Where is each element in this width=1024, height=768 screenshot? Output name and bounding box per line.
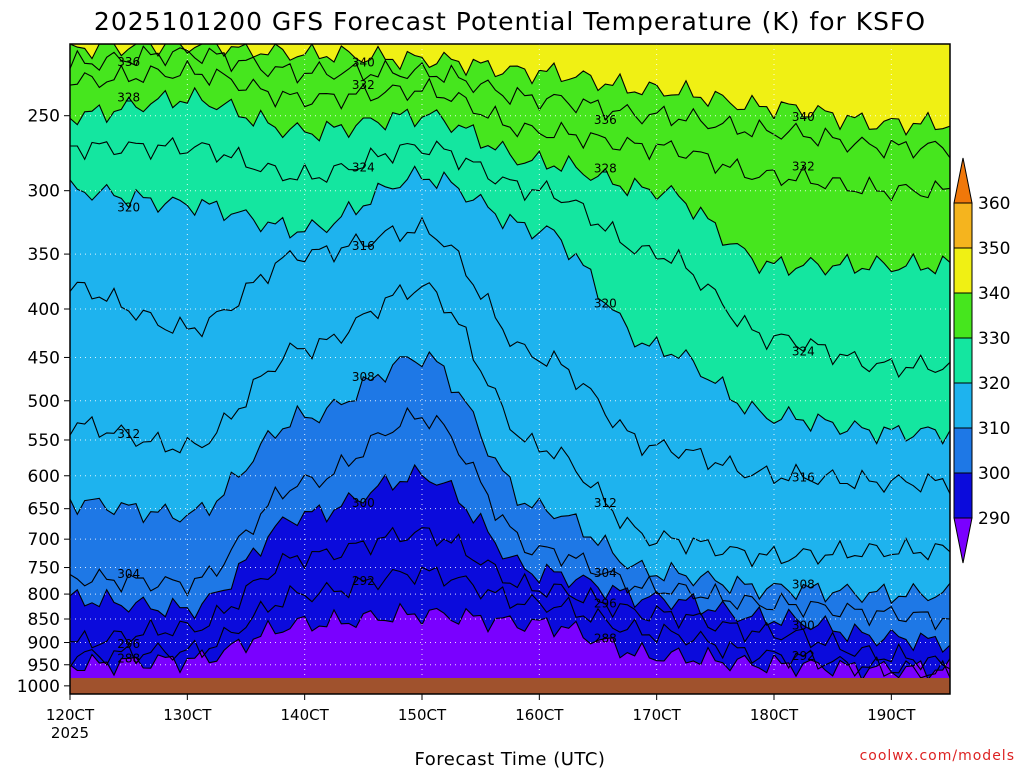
contour-label: 288 <box>594 632 617 646</box>
y-tick-label: 850 <box>28 610 60 630</box>
x-tick-label: 140CT <box>281 706 330 724</box>
isentrope-line <box>70 216 950 494</box>
x-axis: 120CT 130CT 140CT 150CT 160CT 170CT 180CT 190CT <box>46 694 916 724</box>
isentrope-line <box>70 566 950 679</box>
isentrope-line <box>70 463 950 654</box>
colorbar-tick-label: 340 <box>978 284 1010 304</box>
contour-label: 300 <box>352 496 375 510</box>
isentrope-line <box>70 165 950 445</box>
y-tick-label: 250 <box>28 107 60 127</box>
plot-frame <box>69 43 951 695</box>
contour-label: 340 <box>352 56 375 70</box>
contour-label: 332 <box>792 160 815 174</box>
y-tick-label: 450 <box>28 348 60 368</box>
contour-label: 304 <box>117 567 140 581</box>
colorbar-segment <box>953 292 973 339</box>
contour-label: 308 <box>352 370 375 384</box>
year-label: 2025 <box>51 724 89 742</box>
colorbar-segment <box>953 247 973 294</box>
colorbar-segment <box>953 202 973 249</box>
y-tick-label: 1000 <box>17 677 60 697</box>
x-tick-label: 160CT <box>515 706 564 724</box>
colorbar-segment <box>953 472 973 519</box>
theta-band <box>70 44 950 135</box>
isentrope-line <box>70 44 950 136</box>
isentrope-line <box>70 45 950 159</box>
contour-label: 292 <box>792 649 815 663</box>
colorbar-tick-label: 330 <box>978 329 1010 349</box>
isentrope-line <box>70 282 950 568</box>
grid-lines <box>70 44 950 694</box>
ground-bar <box>70 678 950 694</box>
isentrope-line <box>70 602 950 682</box>
contour-label: 312 <box>594 496 617 510</box>
colorbar-extend-top <box>953 157 973 204</box>
isentrope-line <box>70 406 950 631</box>
y-tick-label: 500 <box>28 392 60 412</box>
colorbar-tick-label: 310 <box>978 419 1010 439</box>
contour-label: 320 <box>594 296 617 310</box>
y-tick-label: 950 <box>28 656 60 676</box>
contour-lines <box>70 44 950 682</box>
y-tick-label: 650 <box>28 500 60 520</box>
colorbar-tick-label: 320 <box>978 374 1010 394</box>
contour-label: 316 <box>352 239 375 253</box>
contour-label: 308 <box>792 578 815 592</box>
contour-label: 324 <box>352 161 375 175</box>
contour-label: 304 <box>594 566 617 580</box>
y-tick-label: 300 <box>28 182 60 202</box>
isentrope-line <box>70 59 950 202</box>
contour-label: 340 <box>792 110 815 124</box>
chart-title: 2025101200 GFS Forecast Potential Temper… <box>94 7 926 36</box>
colorbar: 360 350 340 330 320 310 300 290 <box>953 157 1010 564</box>
x-tick-label: 190CT <box>867 706 916 724</box>
contour-label: 336 <box>594 113 617 127</box>
isentrope-line <box>70 526 950 671</box>
isentrope-line <box>70 350 950 605</box>
plot-area: 288 288 292 292 296 296 300 300 304 304 308 308 312 3… <box>70 44 950 694</box>
isentrope-line <box>70 136 950 378</box>
colorbar-tick-label: 360 <box>978 194 1010 214</box>
contour-label: 296 <box>117 637 140 651</box>
x-tick-label: 170CT <box>633 706 682 724</box>
colorbar-segment <box>953 382 973 429</box>
y-tick-label: 700 <box>28 530 60 550</box>
x-tick-label: 150CT <box>398 706 447 724</box>
contour-label: 292 <box>352 574 375 588</box>
colorbar-segment <box>953 337 973 384</box>
y-tick-label: 400 <box>28 300 60 320</box>
contour-label: 324 <box>792 344 815 358</box>
colorbar-tick-label: 300 <box>978 464 1010 484</box>
colorbar-tick-label: 290 <box>978 509 1010 529</box>
contour-label: 300 <box>792 618 815 632</box>
y-tick-label: 350 <box>28 245 60 265</box>
contour-label: 332 <box>352 78 375 92</box>
x-tick-label: 130CT <box>163 706 212 724</box>
theta-bands <box>70 44 950 694</box>
y-tick-label: 900 <box>28 634 60 654</box>
y-tick-label: 550 <box>28 431 60 451</box>
y-tick-label: 600 <box>28 467 60 487</box>
credit-link[interactable]: coolwx.com/models <box>860 748 1015 764</box>
contour-label: 288 <box>117 651 140 665</box>
x-tick-label: 120CT <box>46 706 95 724</box>
contour-label: 312 <box>117 427 140 441</box>
colorbar-tick-label: 350 <box>978 239 1010 259</box>
contour-label: 328 <box>117 90 140 104</box>
y-tick-label: 750 <box>28 559 60 579</box>
isentrope-line <box>70 86 950 277</box>
colorbar-extend-bottom <box>953 517 973 564</box>
contour-labels: 288 288 292 292 296 296 300 300 304 304 308 308 312 3… <box>117 55 815 665</box>
colorbar-segment <box>953 427 973 474</box>
contour-label: 320 <box>117 200 140 214</box>
y-axis: 250 300 350 400 450 500 550 600 650 700 750 800 850 9… <box>17 107 70 697</box>
x-axis-title: Forecast Time (UTC) <box>415 749 606 768</box>
contour-label: 328 <box>594 162 617 176</box>
y-tick-label: 800 <box>28 585 60 605</box>
contour-label: 296 <box>594 596 617 610</box>
x-tick-label: 180CT <box>750 706 799 724</box>
contour-label: 316 <box>792 470 815 484</box>
contour-label: 336 <box>117 55 140 69</box>
